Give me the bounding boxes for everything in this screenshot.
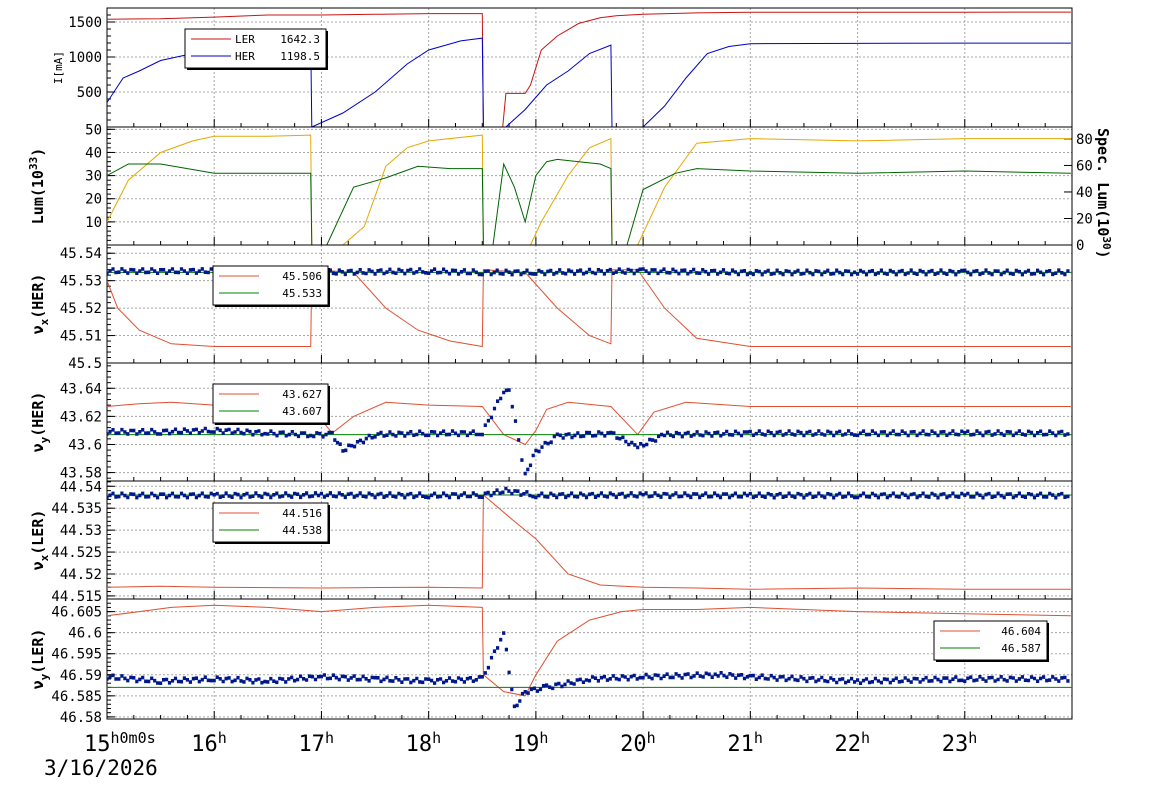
y-tick-label: 44.515 — [51, 589, 102, 605]
y-tick-label: 45.5 — [68, 356, 102, 372]
series-dots-4 — [107, 486, 1070, 500]
date-label: 3/16/2026 — [44, 756, 158, 780]
legend-value: 46.587 — [1001, 642, 1041, 655]
y-tick-label: 43.6 — [68, 437, 102, 453]
y-tick-label: 45.54 — [60, 246, 102, 262]
y-tick-label: 20 — [85, 192, 102, 208]
series-line-panel1-s1 — [107, 158, 1071, 245]
y-right-tick-label: 80 — [1076, 132, 1093, 148]
y-right-tick-label: 20 — [1076, 211, 1093, 227]
x-tick-label: 17h — [298, 729, 334, 757]
y-tick-label: 46.605 — [51, 605, 102, 621]
y-right-tick-label: 0 — [1076, 238, 1084, 254]
x-tick-label: 18h — [406, 729, 442, 757]
legend-box — [212, 265, 329, 306]
legend-box — [184, 28, 327, 69]
y-tick-label: 40 — [85, 145, 102, 161]
series-dots-3 — [107, 388, 1070, 476]
y-tick-label: 43.62 — [60, 409, 102, 425]
y-tick-label: 43.58 — [60, 466, 102, 482]
panel-frame — [106, 598, 1073, 720]
y-tick-label: 30 — [85, 169, 102, 185]
x-tick-label: 21h — [727, 729, 763, 757]
y-tick-label: 45.52 — [60, 301, 102, 317]
y-tick-label: 46.59 — [60, 668, 102, 684]
y-tick-label: 45.53 — [60, 274, 102, 290]
x-tick-label: 20h — [620, 729, 656, 757]
y-tick-label: 43.64 — [60, 381, 102, 397]
x-tick-label: 22h — [835, 729, 871, 757]
y-tick-label: 46.6 — [68, 626, 102, 642]
y-tick-label: 1500 — [68, 15, 102, 31]
legend-value: 44.516 — [282, 507, 322, 520]
y-axis-label: νx(HER) — [29, 274, 51, 335]
y-tick-label: 44.535 — [51, 501, 102, 517]
legend-value: 1642.3 — [280, 33, 320, 46]
y-axis-label: Lum(1033) — [27, 148, 47, 224]
series-line-panel5-s0 — [107, 604, 1071, 697]
y-axis-label: νy(LER) — [29, 629, 51, 690]
x-tick-label: 15h0m0s — [84, 729, 156, 757]
x-tick-label: 19h — [513, 729, 549, 757]
legend-box — [212, 383, 329, 424]
x-tick-label: 16h — [191, 729, 227, 757]
series-line-panel1-s0 — [107, 134, 1071, 245]
legend-box — [212, 502, 329, 543]
y-axis-label: I[mA] — [52, 51, 65, 84]
y-tick-label: 46.585 — [51, 689, 102, 705]
legend-value: 46.604 — [1001, 625, 1041, 638]
y-tick-label: 44.52 — [60, 567, 102, 583]
y-tick-label: 46.58 — [60, 710, 102, 726]
legend-value: 44.538 — [282, 524, 322, 537]
y-axis-label: νx(LER) — [29, 510, 51, 571]
y-tick-label: 44.525 — [51, 545, 102, 561]
legend-value: 43.607 — [282, 405, 322, 418]
series-line-panel4-s0 — [107, 493, 1071, 590]
y-tick-label: 44.53 — [60, 523, 102, 539]
legend-value: 45.506 — [282, 270, 322, 283]
legend-label: HER — [235, 50, 255, 63]
series-line-LER — [107, 11, 1071, 127]
y-right-tick-label: 60 — [1076, 158, 1093, 174]
series-dots-5 — [107, 631, 1070, 709]
x-tick-label: 23h — [942, 729, 978, 757]
y-tick-label: 46.595 — [51, 647, 102, 663]
y-tick-label: 1000 — [68, 50, 102, 66]
y-tick-label: 500 — [77, 85, 102, 101]
legend-label: LER — [235, 33, 255, 46]
y-tick-label: 44.54 — [60, 479, 102, 495]
y-right-axis-label: Spec. Lum(1030) — [1094, 128, 1113, 259]
y-tick-label: 50 — [85, 122, 102, 138]
series-line-panel2-s0 — [107, 269, 1071, 348]
legend-box — [933, 620, 1048, 661]
panel-frame — [106, 126, 1073, 246]
legend-value: 43.627 — [282, 388, 322, 401]
y-tick-label: 45.51 — [60, 329, 102, 345]
legend-value: 45.533 — [282, 287, 322, 300]
legend-value: 1198.5 — [280, 50, 320, 63]
y-right-tick-label: 40 — [1076, 185, 1093, 201]
y-tick-label: 10 — [85, 215, 102, 231]
y-axis-label: νy(HER) — [29, 392, 51, 453]
